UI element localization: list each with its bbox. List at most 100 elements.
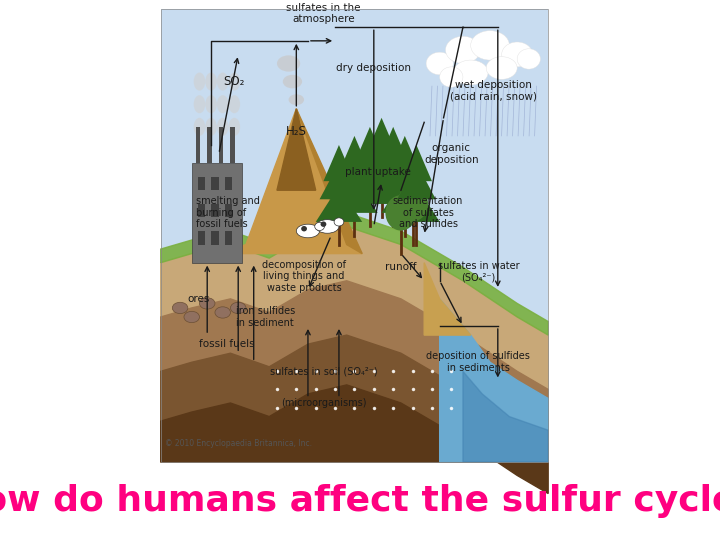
Bar: [197, 177, 205, 190]
Bar: [161, 9, 548, 462]
Ellipse shape: [297, 224, 320, 238]
Ellipse shape: [205, 118, 217, 136]
Text: runoff: runoff: [385, 262, 417, 272]
Ellipse shape: [486, 57, 517, 79]
Text: dry deposition: dry deposition: [336, 63, 411, 73]
Polygon shape: [463, 372, 548, 462]
Text: decomposition of
living things and
waste products: decomposition of living things and waste…: [262, 260, 346, 293]
Bar: [161, 9, 548, 462]
Polygon shape: [378, 127, 409, 163]
Polygon shape: [393, 186, 440, 222]
Polygon shape: [347, 167, 393, 204]
Polygon shape: [331, 177, 378, 213]
Text: sedimentation
of sulfates
and sulfides: sedimentation of sulfates and sulfides: [393, 196, 463, 229]
Ellipse shape: [320, 221, 326, 227]
Circle shape: [397, 186, 428, 221]
Polygon shape: [277, 109, 315, 190]
Polygon shape: [424, 262, 471, 335]
Text: © 2010 Encyclopaedia Britannica, Inc.: © 2010 Encyclopaedia Britannica, Inc.: [165, 439, 312, 448]
Ellipse shape: [446, 36, 480, 64]
Text: How do humans affect the sulfur cycle?: How do humans affect the sulfur cycle?: [0, 484, 720, 518]
Ellipse shape: [217, 95, 228, 113]
Bar: [211, 204, 219, 218]
Polygon shape: [374, 145, 413, 181]
Ellipse shape: [217, 118, 228, 136]
Ellipse shape: [315, 220, 339, 233]
Ellipse shape: [454, 60, 488, 85]
Text: ores: ores: [188, 294, 210, 304]
Polygon shape: [161, 226, 548, 462]
Bar: [225, 177, 233, 190]
Bar: [197, 231, 205, 245]
Polygon shape: [370, 167, 416, 204]
Ellipse shape: [217, 72, 228, 91]
Polygon shape: [362, 136, 401, 172]
Polygon shape: [339, 136, 370, 172]
Ellipse shape: [228, 118, 240, 136]
Ellipse shape: [194, 72, 205, 91]
Text: sulfates in the
atmosphere: sulfates in the atmosphere: [286, 3, 361, 24]
Ellipse shape: [277, 55, 300, 72]
Circle shape: [385, 195, 416, 231]
Bar: [196, 127, 200, 163]
Ellipse shape: [502, 42, 533, 67]
Polygon shape: [354, 127, 385, 163]
Text: iron sulfides
in sediment: iron sulfides in sediment: [235, 306, 295, 328]
Ellipse shape: [199, 298, 215, 309]
Polygon shape: [219, 109, 362, 254]
Polygon shape: [382, 177, 428, 213]
Text: sulfates in water
(SO₄²⁻): sulfates in water (SO₄²⁻): [438, 261, 519, 282]
Ellipse shape: [194, 118, 205, 136]
Bar: [219, 127, 223, 163]
Polygon shape: [161, 213, 548, 335]
Bar: [225, 231, 233, 245]
Ellipse shape: [228, 72, 240, 91]
Ellipse shape: [289, 94, 304, 105]
Bar: [211, 177, 219, 190]
Bar: [197, 204, 205, 218]
Ellipse shape: [194, 95, 205, 113]
Ellipse shape: [228, 95, 240, 113]
Ellipse shape: [230, 302, 246, 314]
Text: sulfates in soil (SO₄²⁻): sulfates in soil (SO₄²⁻): [269, 366, 377, 376]
Ellipse shape: [334, 218, 343, 226]
Polygon shape: [440, 299, 548, 462]
Polygon shape: [161, 385, 548, 494]
Polygon shape: [397, 163, 436, 199]
Text: smelting and
burning of
fossil fuels: smelting and burning of fossil fuels: [196, 196, 259, 229]
Polygon shape: [401, 145, 432, 181]
Ellipse shape: [283, 75, 302, 89]
Ellipse shape: [471, 31, 510, 60]
Bar: [192, 163, 242, 262]
Bar: [207, 127, 212, 163]
Ellipse shape: [301, 226, 307, 232]
Bar: [211, 231, 219, 245]
Polygon shape: [323, 145, 354, 181]
Ellipse shape: [426, 52, 454, 75]
Ellipse shape: [205, 72, 217, 91]
Polygon shape: [315, 186, 362, 222]
Polygon shape: [297, 109, 362, 254]
Ellipse shape: [517, 49, 541, 69]
Text: fossil fuels: fossil fuels: [199, 339, 255, 349]
Polygon shape: [161, 335, 548, 462]
Ellipse shape: [315, 222, 325, 231]
Text: H₂S: H₂S: [286, 125, 307, 138]
Text: (microorganisms): (microorganisms): [281, 398, 366, 408]
Ellipse shape: [172, 302, 188, 314]
Text: wet deposition
(acid rain, snow): wet deposition (acid rain, snow): [451, 80, 537, 102]
Polygon shape: [351, 145, 390, 181]
Polygon shape: [161, 281, 548, 462]
Bar: [230, 127, 235, 163]
Text: SO₂: SO₂: [224, 75, 245, 88]
Polygon shape: [335, 154, 374, 190]
Ellipse shape: [440, 67, 463, 87]
Text: plant uptake: plant uptake: [345, 167, 410, 177]
Text: organic
deposition: organic deposition: [424, 143, 479, 165]
Polygon shape: [320, 163, 359, 199]
Ellipse shape: [184, 312, 199, 322]
Polygon shape: [390, 136, 420, 172]
Polygon shape: [359, 159, 405, 195]
Polygon shape: [366, 118, 397, 154]
Text: deposition of sulfides
in sediments: deposition of sulfides in sediments: [426, 352, 531, 373]
